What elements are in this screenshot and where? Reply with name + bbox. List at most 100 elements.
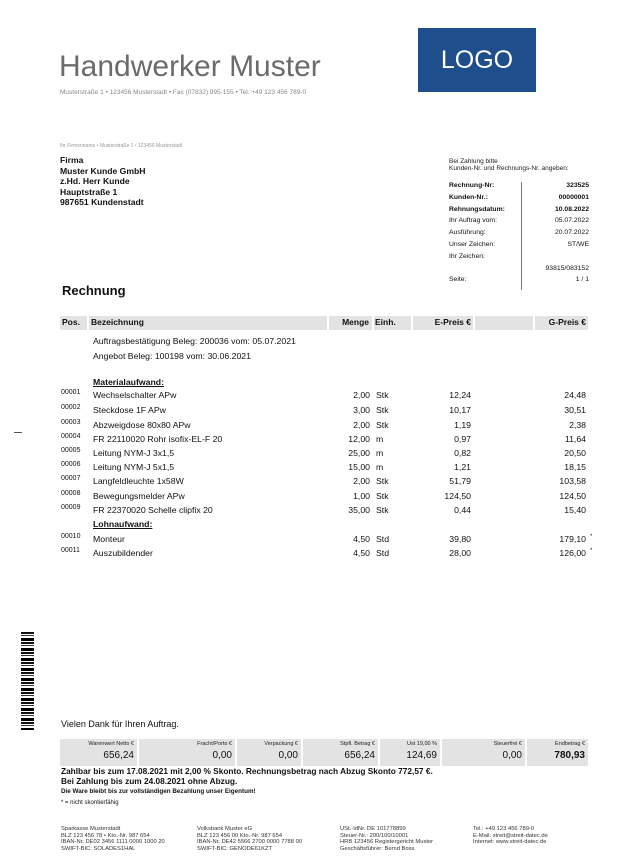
unit: m [376, 462, 384, 472]
position-number: 00007 [61, 475, 81, 482]
meta-label: Rehnungsdatum: [449, 205, 505, 213]
meta-label: Ausführung: [449, 229, 486, 237]
col-desc: Bezeichnung [91, 317, 144, 327]
meta-label: Kunden-Nr.: [449, 193, 488, 201]
total-label: Stpfl. Betrag € [340, 741, 375, 747]
meta-row: Ihr Auftrag vom: 05.07.2022 [449, 217, 589, 229]
total-cell: Steuerfrei € 0,00 [442, 739, 525, 766]
item-description: Auszubildender [93, 548, 153, 558]
total-value: 0,00 [278, 750, 298, 761]
table-row: 00009 FR 22370020 Schelle clipfix 20 35,00… [0, 504, 629, 517]
footer-line: Internet: www.streit-datec.de [473, 839, 547, 845]
quantity: 2,00 [353, 476, 370, 486]
total-cell: Stpfl. Betrag € 656,24 [303, 739, 378, 766]
position-number: 00008 [61, 490, 81, 497]
col-ep: E-Preis € [434, 317, 471, 327]
total-value: 0,00 [212, 750, 232, 761]
invoice-meta: Rechnung-Nr: 323525 Kunden-Nr.: 00000001 Reh… [449, 182, 589, 288]
table-row: 00006 Leitung NYM-J 5x1,5 15,00 m 1,21 18,15 [0, 461, 629, 474]
total-cell: Fracht/Porto € 0,00 [139, 739, 235, 766]
unit-price: 28,00 [449, 548, 471, 558]
footer-line: Volksbank Muster eG [197, 826, 253, 832]
payment-hint: Bei Zahlung bitte Kunden-Nr. und Rechnun… [449, 158, 569, 172]
item-description: Bewegungsmelder APw [93, 491, 185, 501]
total-price: 103,58 [559, 476, 586, 486]
total-price: 124,50 [559, 491, 586, 501]
totals-bar: Warenwert Netto € 656,24 Fracht/Porto € 0,0… [60, 739, 588, 766]
item-description: Abzweigdose 80x80 APw [93, 420, 191, 430]
position-number: 00011 [61, 547, 80, 554]
meta-label: Seite: [449, 276, 467, 284]
unit-price: 0,97 [454, 434, 471, 444]
table-row: 00005 Leitung NYM-J 3x1,5 25,00 m 0,82 20,50 [0, 447, 629, 460]
quantity: 15,00 [348, 462, 370, 472]
total-price: 2,38 [569, 420, 586, 430]
meta-value: 1 / 1 [575, 276, 589, 284]
terms-line: Bei Zahlung bis zum 24.08.2021 ohne Abzu… [61, 775, 238, 786]
recipient-line: Muster Kunde GmbH [60, 165, 146, 176]
table-row: 00002 Steckdose 1F APw 3,00 Stk 10,17 30,51 [0, 404, 629, 417]
meta-label: Ihr Zeichen: [449, 252, 485, 260]
table-row: 00007 Langfeldleuchte 1x58W 2,00 Stk 51,79 10… [0, 475, 629, 488]
meta-row: Kunden-Nr.: 00000001 [449, 194, 589, 206]
unit: Std [376, 548, 390, 558]
footer-line: HRB 123456 Registergericht Muster [340, 839, 434, 845]
section-heading: Materialaufwand: [0, 377, 629, 389]
unit-price: 124,50 [444, 491, 471, 501]
total-label: Verpackung € [264, 741, 298, 747]
reference-line: Angebot Beleg: 100198 vom: 30.06.2021 [0, 351, 629, 363]
footer-line: IBAN-Nr. DE02 3456 1111 0000 1000 20 [61, 839, 165, 845]
meta-row: 93815/083152 [449, 265, 589, 277]
footer-column: USt.-IdNr. DE 101778899 Steuer-Nr.: 200/1… [340, 826, 433, 852]
item-description: Angebot Beleg: 100198 vom: 30.06.2021 [93, 351, 251, 361]
total-price: 179,10 [559, 534, 586, 544]
total-price: 24,48 [564, 390, 586, 400]
unit-price: 0,82 [454, 448, 471, 458]
meta-row: Rehnungsdatum: 10.08.2022 [449, 206, 589, 218]
total-value: 780,93 [554, 750, 585, 761]
position-number: 00009 [61, 504, 81, 511]
total-cell: Ust 19,00 % 124,69 [380, 739, 440, 766]
footer-line: E-Mail: streit@streit-datec.de [473, 832, 548, 839]
unit-price: 0,44 [454, 505, 471, 515]
company-address: Musterstraße 1 • 123456 Musterstadt • Fa… [60, 89, 307, 96]
quantity: 1,00 [353, 491, 370, 501]
unit: Stk [376, 505, 389, 515]
col-qty: Menge [342, 317, 369, 327]
recipient-line: Hauptstraße 1 [60, 186, 118, 197]
total-price: 11,64 [564, 434, 586, 444]
meta-value: 10.08.2022 [554, 205, 589, 213]
unit: Stk [376, 405, 389, 415]
table-row: 00001 Wechselschalter APw 2,00 Stk 12,24 24,4… [0, 389, 629, 402]
position-number: 00010 [61, 533, 81, 540]
total-cell: Endbetrag € 780,93 [527, 739, 588, 766]
footer-line: IBAN-Nr. DE42 5566 2700 0000 7788 00 [197, 839, 303, 845]
footer-column: Volksbank Muster eG BLZ 123 456 00 Kto.-N… [197, 826, 302, 852]
footnote: * = nicht skontierfähig [61, 800, 119, 806]
quantity: 25,00 [348, 448, 370, 458]
total-price: 126,00 [559, 548, 586, 558]
footer-line: BLZ 123 456 00 Kto.-Nr. 987 654 [197, 832, 283, 839]
item-description: Langfeldleuchte 1x58W [93, 476, 184, 486]
position-number: 00001 [61, 389, 81, 396]
unit: Stk [376, 491, 389, 501]
company-logo: LOGO [418, 28, 536, 92]
company-name: Handwerker Muster [59, 50, 321, 83]
non-discountable-mark: * [590, 548, 593, 554]
total-price: 15,40 [564, 505, 586, 515]
meta-value: 93815/083152 [545, 264, 589, 272]
item-description: Leitung NYM-J 3x1,5 [93, 448, 175, 458]
table-row: 00008 Bewegungsmelder APw 1,00 Stk 124,50 124… [0, 490, 629, 503]
section-label: Materialaufwand: [93, 377, 164, 387]
total-cell: Warenwert Netto € 656,24 [60, 739, 137, 766]
footer-line: SWIFT-BIC: SOLADES1HAL [61, 845, 136, 852]
total-price: 18,15 [564, 462, 586, 472]
unit-price: 39,80 [449, 534, 471, 544]
item-description: FR 22370020 Schelle clipfix 20 [93, 505, 213, 515]
position-number: 00004 [61, 433, 81, 440]
meta-row: Ausführung: 20.07.2022 [449, 229, 589, 241]
table-row: 00010 Monteur 4,50 Std 39,80 179,10 * [0, 533, 629, 546]
total-label: Steuerfrei € [493, 741, 522, 747]
total-label: Ust 19,00 % [407, 741, 437, 747]
total-value: 124,69 [406, 750, 437, 761]
